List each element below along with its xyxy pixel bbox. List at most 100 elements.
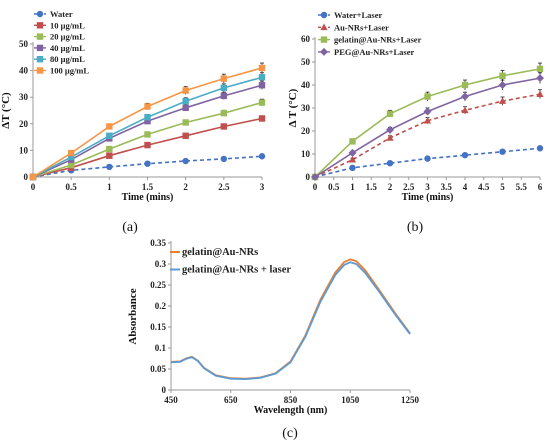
data-point [423,116,432,124]
x-tick-label: 5 [500,182,505,192]
y-axis-label: Absorbance [127,288,139,344]
data-point [386,125,394,134]
data-point [349,164,356,171]
y-tick-label: 40 [301,80,311,90]
x-tick-label: 1250 [401,395,420,405]
data-point [220,123,228,130]
x-tick-label: 4 [463,182,468,192]
panel-label: (a) [122,220,138,235]
y-tick-label: 40 [19,66,29,76]
legend-entry: gelatin@Au-NRs [170,247,258,258]
series-line [170,261,411,380]
legend-entry: Water [34,9,73,19]
x-tick-label: 3.5 [441,182,453,192]
y-tick-label: 30 [301,103,311,113]
x-axis-label: Time (mins) [122,192,174,203]
data-point [182,132,189,139]
data-point [499,72,506,79]
legend-entry: Water+Laser [318,10,383,20]
series-line [314,93,541,178]
data-point [424,155,431,162]
data-point [182,157,189,165]
legend-label: gelatin@Au-NRs+Laser [334,35,422,45]
x-tick-label: 4.5 [478,182,490,192]
legend-entry: 20 μg/mL [34,32,85,42]
series-100-g-ml [29,62,266,181]
x-tick-label: 2.5 [218,182,230,192]
data-point [386,110,394,117]
panel-label: (b) [407,220,424,235]
series-80-g-ml [29,72,266,181]
y-tick-label: 10 [301,149,311,159]
x-axis-label: Wavelength (nm) [254,405,328,416]
data-point [423,107,432,116]
y-tick-label: 50 [19,39,29,49]
y-tick-label: 20 [19,119,29,129]
y-tick-label: 0.25 [150,280,166,290]
x-tick-label: 450 [164,395,178,405]
y-tick-label: 60 [301,34,311,44]
series-10-g-ml [29,115,266,181]
data-point [386,160,394,167]
x-tick-label: 1050 [341,395,360,405]
y-tick-label: 10 [19,145,29,155]
x-tick-label: 3 [425,182,430,192]
y-axis-label: ΔT (°C) [0,92,12,129]
legend-swatch-marker [36,44,44,52]
legend-entry: gelatin@Au-NRs+Laser [318,35,422,45]
legend-swatch-marker [36,56,44,63]
series-water-laser [311,145,544,181]
x-tick-label: 0.5 [328,182,340,192]
legend-label: Water [50,9,73,19]
legend-swatch-marker [320,36,328,43]
data-point [461,106,469,114]
data-point [67,153,75,161]
legend-swatch-marker [36,67,44,74]
legend-label: gelatin@Au-NRs [182,247,258,258]
legend-label: 80 μg/mL [50,54,85,64]
data-point [498,97,507,104]
legend-swatch-marker [36,10,44,18]
data-point [144,113,151,121]
data-point [67,149,75,157]
data-point [461,92,469,101]
data-point [536,90,544,97]
data-point [220,92,228,100]
legend-entry: 40 μg/mL [34,43,85,53]
legend-entry: 80 μg/mL [34,54,85,64]
data-point [220,109,228,117]
data-point [258,153,266,160]
legend-label: 100 μg/mL [50,66,89,76]
data-point [461,81,469,89]
data-point [311,173,319,181]
legend-entry: 10 μg/mL [34,20,85,30]
y-tick-label: 0 [24,172,29,182]
legend-label: Au-NRs+Laser [334,22,389,32]
x-tick-label: 1 [107,182,112,192]
data-point [144,117,151,125]
y-tick-label: 50 [301,57,311,67]
panel-label: (c) [282,426,298,441]
data-point [348,148,357,157]
data-point [106,152,113,159]
legend-label: 10 μg/mL [50,20,85,30]
legend-label: 20 μg/mL [50,32,85,42]
data-point [144,131,151,138]
x-tick-label: 850 [284,395,298,405]
data-point [220,155,228,163]
chart-a: 0 10 20 30 40 50 0 0.5 1 1.5 2 2.5 3 Time (mins) ΔT (°… [0,9,266,235]
x-tick-label: 2 [183,182,188,192]
y-tick-label: 0.2 [155,301,167,311]
data-point [258,115,266,122]
data-point [461,151,469,159]
legend-label: gelatin@Au-NRs + laser [182,265,291,276]
legend-entry: Au-NRs+Laser [318,22,389,32]
data-point [106,145,113,153]
data-point [220,75,228,82]
legend-entry: gelatin@Au-NRs + laser [170,265,291,276]
x-tick-label: 0.5 [66,182,78,192]
data-point [424,93,431,100]
legend-label: Water+Laser [334,10,383,20]
chart-c: 0 0.05 0.1 0.15 0.2 0.25 0.3 0.35 450 650 850 1050 1… [127,238,420,441]
